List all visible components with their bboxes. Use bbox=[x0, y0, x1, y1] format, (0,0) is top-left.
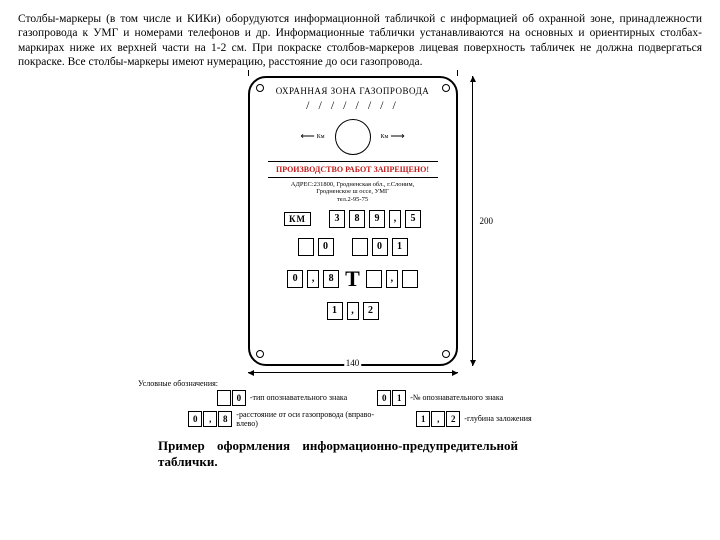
cell-sep: , bbox=[347, 302, 359, 320]
cell bbox=[217, 390, 231, 406]
cell: 2 bbox=[446, 411, 460, 427]
cell: 0 bbox=[188, 411, 202, 427]
top-ticks bbox=[248, 70, 458, 76]
dimension-width: 140 bbox=[248, 372, 458, 373]
cell: 0 bbox=[377, 390, 391, 406]
hatch-pattern: / / / / / / / / bbox=[306, 98, 399, 113]
bolt-hole-icon bbox=[442, 350, 450, 358]
legend-label: -№ опознавательного знака bbox=[410, 393, 503, 402]
cell bbox=[366, 270, 382, 288]
legend-label: -расстояние от оси газопровода (вправо-в… bbox=[236, 410, 386, 428]
figure-caption: Пример оформления информационно-предупре… bbox=[158, 438, 518, 471]
cell bbox=[298, 238, 314, 256]
info-plate: ОХРАННАЯ ЗОНА ГАЗОПРОВОДА / / / / / / / … bbox=[248, 76, 458, 366]
plate-header: ОХРАННАЯ ЗОНА ГАЗОПРОВОДА bbox=[276, 86, 429, 96]
bolt-hole-icon bbox=[256, 84, 264, 92]
cell: 1 bbox=[392, 390, 406, 406]
offset-line: 0 , 8 T , bbox=[287, 266, 418, 292]
cell: 0 bbox=[372, 238, 388, 256]
address-block: АДРЕС:231800, Гродненская обл., г.Слоним… bbox=[291, 181, 414, 204]
plate-with-dims: ОХРАННАЯ ЗОНА ГАЗОПРОВОДА / / / / / / / … bbox=[248, 76, 473, 373]
address-line: АДРЕС:231800, Гродненская обл., г.Слоним… bbox=[291, 181, 414, 189]
cell: 5 bbox=[405, 210, 421, 228]
legend-title: Условные обозначения: bbox=[138, 379, 218, 388]
dim-height-label: 200 bbox=[480, 216, 494, 226]
cells-area: КМ 3 8 9 , 5 0 0 bbox=[284, 210, 421, 320]
cell: 9 bbox=[369, 210, 385, 228]
legend-label: -тип опознавательного знака bbox=[250, 393, 347, 402]
cell: 2 bbox=[363, 302, 379, 320]
depth-line: 1 , 2 bbox=[327, 302, 379, 320]
warning-banner: ПРОИЗВОДСТВО РАБОТ ЗАПРЕЩЕНО! bbox=[268, 161, 438, 178]
address-line: Гродненское ш оссе, УМГ bbox=[291, 188, 414, 196]
dimension-height: 200 bbox=[472, 76, 473, 366]
t-mark-icon: T bbox=[345, 266, 360, 292]
dim-width-label: 140 bbox=[344, 358, 362, 368]
cell: 0 bbox=[287, 270, 303, 288]
cell: 3 bbox=[329, 210, 345, 228]
cell: 1 bbox=[416, 411, 430, 427]
cell: 1 bbox=[327, 302, 343, 320]
type-number-line: 0 0 1 bbox=[298, 238, 408, 256]
cell: 0 bbox=[232, 390, 246, 406]
figure: ОХРАННАЯ ЗОНА ГАЗОПРОВОДА / / / / / / / … bbox=[18, 76, 702, 471]
km-line: КМ 3 8 9 , 5 bbox=[284, 210, 421, 228]
cell bbox=[352, 238, 368, 256]
cell-sep: , bbox=[307, 270, 319, 288]
arrow-right-icon: Км⟶ bbox=[381, 131, 405, 142]
cell: 0 bbox=[318, 238, 334, 256]
km-label: КМ bbox=[284, 212, 311, 226]
cell-sep: , bbox=[386, 270, 398, 288]
legend-row-2: 0 , 8 -расстояние от оси газопровода (вп… bbox=[188, 410, 531, 428]
pipe-axis-row: ⟵Км Км⟶ bbox=[300, 119, 404, 155]
cell-sep: , bbox=[203, 411, 217, 427]
legend-row-1: 0 -тип опознавательного знака 0 1 -№ опо… bbox=[217, 390, 503, 406]
address-line: тел.2-95-75 bbox=[291, 196, 414, 204]
cell: 8 bbox=[323, 270, 339, 288]
arrow-left-icon: ⟵Км bbox=[300, 131, 324, 142]
intro-paragraph: Столбы-маркеры (в том числе и КИКи) обор… bbox=[18, 12, 702, 70]
cell-sep: , bbox=[389, 210, 401, 228]
bolt-hole-icon bbox=[442, 84, 450, 92]
cell-sep: , bbox=[431, 411, 445, 427]
cell bbox=[402, 270, 418, 288]
cell: 1 bbox=[392, 238, 408, 256]
legend-label: -глубина заложения bbox=[464, 414, 531, 423]
cell: 8 bbox=[349, 210, 365, 228]
bolt-hole-icon bbox=[256, 350, 264, 358]
pipe-circle-icon bbox=[335, 119, 371, 155]
cell: 8 bbox=[218, 411, 232, 427]
